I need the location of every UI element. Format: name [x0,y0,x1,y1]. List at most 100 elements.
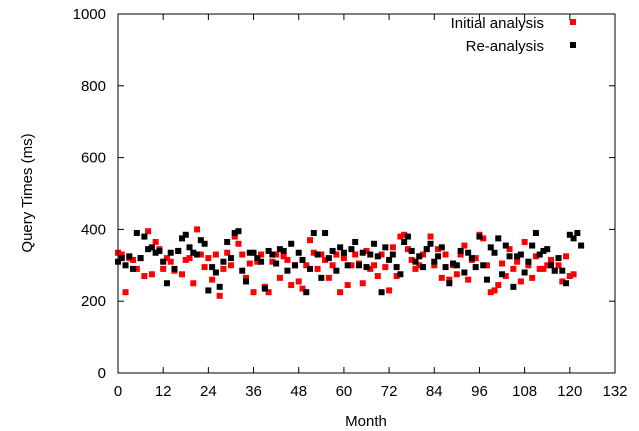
data-point-initial-analysis [235,240,242,247]
data-point-initial-analysis [239,251,246,258]
data-point-re-analysis [352,238,359,245]
data-point-re-analysis [220,258,227,265]
data-point-re-analysis [529,242,536,249]
data-point-initial-analysis [122,289,129,296]
data-point-initial-analysis [231,233,238,240]
data-point-re-analysis [137,255,144,262]
x-tick-label: 120 [557,383,582,400]
data-point-re-analysis [141,233,148,240]
data-point-initial-analysis [220,265,227,272]
data-point-re-analysis [216,283,223,290]
y-tick-label: 0 [98,365,106,382]
data-point-initial-analysis [197,251,204,258]
data-point-re-analysis [435,253,442,260]
x-tick-label: 132 [602,383,627,400]
data-point-initial-analysis [307,237,314,244]
data-point-re-analysis [322,229,329,236]
data-point-re-analysis [171,265,178,272]
data-point-initial-analysis [209,276,216,283]
data-point-initial-analysis [329,262,336,269]
data-point-re-analysis [442,264,449,271]
data-point-initial-analysis [532,253,539,260]
data-point-re-analysis [201,240,208,247]
data-point-initial-analysis [401,231,408,238]
x-tick-label: 72 [381,383,398,400]
data-point-re-analysis [465,249,472,256]
data-point-re-analysis [190,249,197,256]
data-point-initial-analysis [453,271,460,278]
data-point-re-analysis [209,264,216,271]
data-point-initial-analysis [133,265,140,272]
data-point-re-analysis [374,253,381,260]
data-point-re-analysis [194,251,201,258]
data-point-initial-analysis [212,251,219,258]
data-point-re-analysis [254,255,261,262]
data-point-initial-analysis [536,265,543,272]
data-point-initial-analysis [487,289,494,296]
data-point-re-analysis [333,267,340,274]
data-point-initial-analysis [273,251,280,258]
data-point-re-analysis [540,247,547,254]
data-point-re-analysis [457,247,464,254]
data-point-initial-analysis [284,256,291,263]
data-point-re-analysis [521,269,528,276]
data-point-initial-analysis [359,280,366,287]
data-point-re-analysis [367,251,374,258]
data-point-re-analysis [314,251,321,258]
data-point-initial-analysis [412,265,419,272]
x-tick-label: 12 [155,383,172,400]
data-point-initial-analysis [163,255,170,262]
data-point-re-analysis [175,247,182,254]
legend-marker-initial-analysis [570,19,576,25]
data-point-re-analysis [197,237,204,244]
data-point-initial-analysis [340,255,347,262]
data-point-initial-analysis [480,235,487,242]
data-point-re-analysis [401,238,408,245]
data-point-re-analysis [167,249,174,256]
data-point-re-analysis [118,255,125,262]
data-point-re-analysis [472,264,479,271]
data-point-initial-analysis [442,251,449,258]
data-point-re-analysis [212,269,219,276]
data-point-re-analysis [431,258,438,265]
data-point-initial-analysis [333,251,340,258]
data-point-initial-analysis [374,273,381,280]
data-point-initial-analysis [416,262,423,269]
data-point-re-analysis [152,249,159,256]
data-point-initial-analysis [389,244,396,251]
data-point-re-analysis [499,271,506,278]
legend-label-re-analysis: Re-analysis [466,38,544,55]
x-ticks: 0 12 24 36 48 60 72 84 96 108 120 132 [114,14,628,400]
data-point-re-analysis [544,246,551,253]
data-point-re-analysis [404,233,411,240]
data-point-re-analysis [563,280,570,287]
data-point-initial-analysis [303,262,310,269]
data-point-initial-analysis [190,280,197,287]
data-point-re-analysis [566,231,573,238]
data-point-initial-analysis [310,249,317,256]
data-point-initial-analysis [216,292,223,299]
data-point-re-analysis [363,264,370,271]
data-point-re-analysis [446,280,453,287]
data-point-re-analysis [307,265,314,272]
x-tick-label: 36 [245,383,262,400]
data-point-re-analysis [525,258,532,265]
data-point-initial-analysis [130,256,137,263]
data-point-initial-analysis [118,251,125,258]
data-point-re-analysis [483,276,490,283]
legend: Initial analysis Re-analysis [451,15,576,55]
data-point-re-analysis [408,247,415,254]
data-point-initial-analysis [431,262,438,269]
data-point-re-analysis [355,262,362,269]
data-point-re-analysis [555,255,562,262]
data-point-initial-analysis [322,256,329,263]
x-tick-label: 60 [336,383,353,400]
data-point-initial-analysis [371,262,378,269]
data-point-re-analysis [495,235,502,242]
data-point-re-analysis [224,238,231,245]
data-point-re-analysis [227,255,234,262]
data-point-initial-analysis [288,282,295,289]
data-point-re-analysis [382,244,389,251]
data-point-re-analysis [491,249,498,256]
